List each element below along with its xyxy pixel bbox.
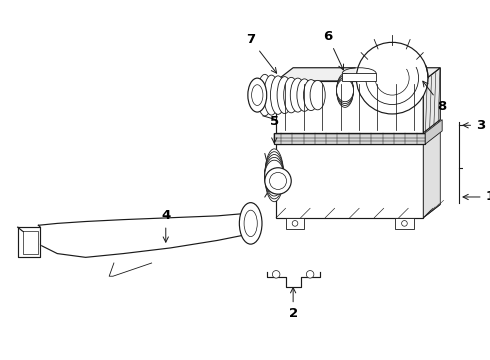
Ellipse shape: [284, 77, 299, 113]
Ellipse shape: [265, 149, 284, 202]
Ellipse shape: [402, 221, 407, 226]
Text: 4: 4: [161, 210, 171, 242]
Ellipse shape: [297, 79, 312, 111]
Text: 5: 5: [270, 115, 279, 143]
Ellipse shape: [257, 75, 272, 116]
Polygon shape: [38, 213, 251, 257]
Text: 1: 1: [463, 190, 490, 203]
Text: 3: 3: [463, 119, 486, 132]
Ellipse shape: [337, 77, 353, 104]
Bar: [395, 218, 414, 229]
Bar: [274, 133, 425, 144]
Ellipse shape: [337, 75, 353, 105]
Ellipse shape: [265, 152, 284, 199]
Polygon shape: [18, 227, 40, 257]
Text: 8: 8: [423, 81, 447, 113]
Ellipse shape: [265, 160, 284, 190]
Polygon shape: [356, 28, 428, 78]
Ellipse shape: [292, 221, 298, 226]
Text: 6: 6: [323, 30, 343, 70]
Polygon shape: [276, 68, 441, 81]
Ellipse shape: [272, 271, 280, 278]
Ellipse shape: [356, 42, 428, 114]
Ellipse shape: [248, 78, 267, 112]
Polygon shape: [425, 120, 442, 144]
Ellipse shape: [337, 79, 353, 102]
Bar: [286, 218, 304, 229]
Polygon shape: [423, 131, 441, 218]
Ellipse shape: [337, 73, 353, 107]
Ellipse shape: [290, 78, 305, 112]
Polygon shape: [342, 73, 376, 81]
Polygon shape: [276, 81, 423, 133]
Ellipse shape: [239, 203, 262, 244]
Ellipse shape: [265, 154, 284, 196]
Polygon shape: [423, 68, 441, 133]
Ellipse shape: [270, 76, 286, 114]
Text: 7: 7: [246, 33, 277, 73]
Ellipse shape: [375, 61, 409, 95]
Ellipse shape: [270, 172, 287, 189]
Text: 2: 2: [289, 288, 298, 320]
Ellipse shape: [244, 210, 257, 237]
Ellipse shape: [252, 85, 263, 105]
Ellipse shape: [366, 52, 418, 104]
Ellipse shape: [303, 80, 318, 111]
Ellipse shape: [277, 77, 292, 114]
Ellipse shape: [265, 168, 291, 194]
Ellipse shape: [306, 271, 314, 278]
Polygon shape: [276, 144, 423, 218]
Ellipse shape: [265, 157, 284, 193]
Ellipse shape: [264, 75, 279, 115]
Polygon shape: [24, 231, 38, 253]
Ellipse shape: [310, 80, 325, 110]
Polygon shape: [276, 204, 441, 218]
